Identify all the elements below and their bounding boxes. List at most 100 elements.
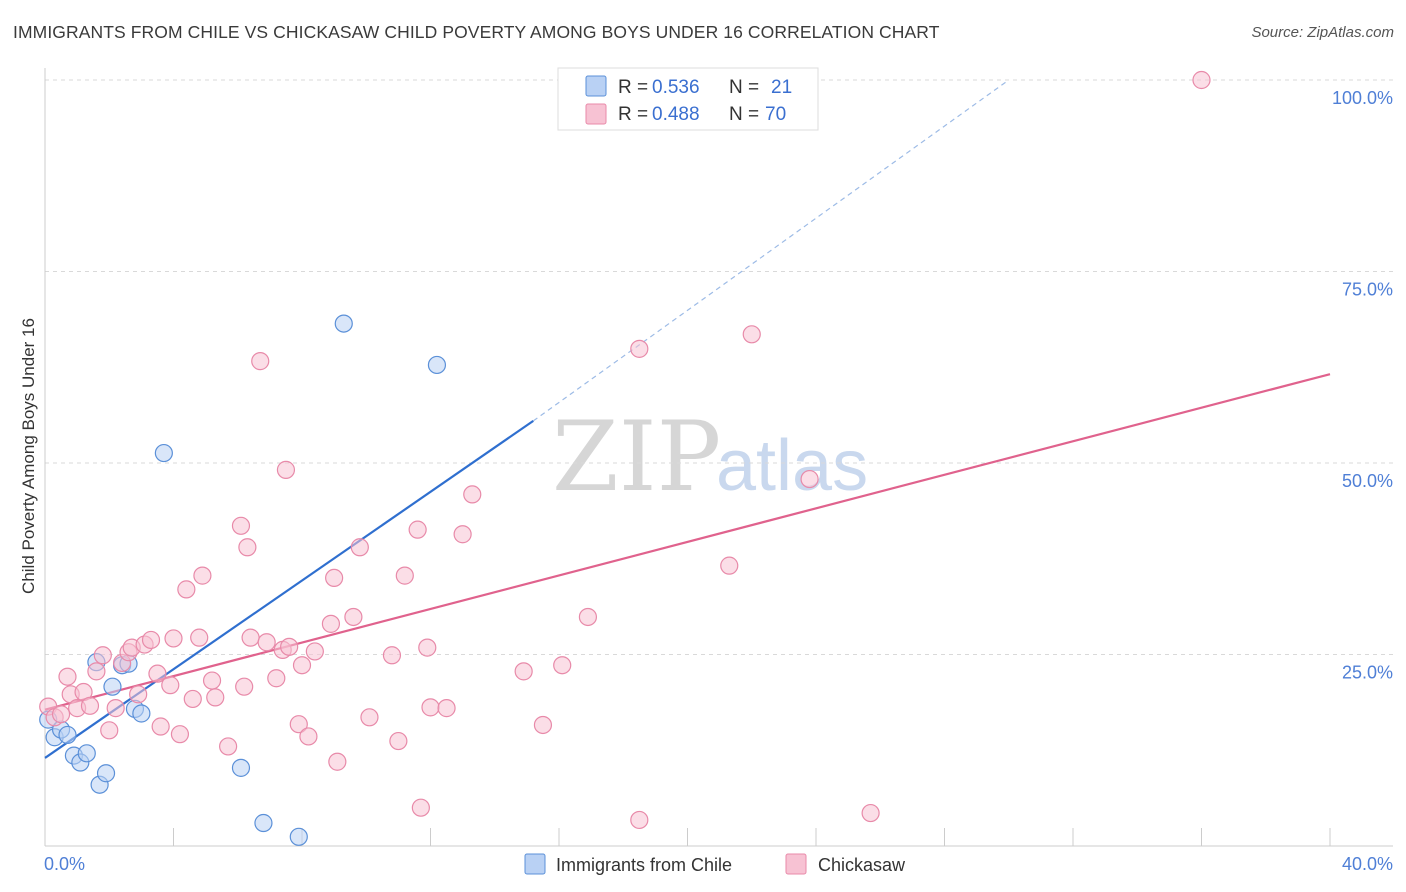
point-chickasaw — [533, 715, 553, 735]
source-credit: Source: ZipAtlas.com — [1251, 24, 1394, 41]
point-chickasaw — [129, 685, 148, 704]
point-chickasaw — [630, 810, 649, 830]
point-chickasaw — [325, 568, 344, 588]
x-tick-label-max: 40.0% — [1342, 854, 1393, 874]
point-chickasaw — [106, 699, 125, 718]
bottom-legend-swatch-chickasaw — [785, 853, 807, 875]
point-chickasaw — [578, 607, 598, 627]
point-chickasaw — [360, 708, 379, 727]
point-chickasaw — [328, 752, 347, 771]
point-chickasaw — [382, 646, 402, 665]
data-points — [39, 70, 1211, 846]
legend-n-value-chile: 21 — [771, 77, 792, 98]
trend-line-chickasaw — [44, 373, 1331, 711]
point-chickasaw — [280, 637, 299, 656]
point-chickasaw — [418, 638, 437, 657]
point-chickasaw — [80, 696, 100, 715]
legend-n-label-chickasaw: N = — [729, 104, 759, 125]
legend-swatch-chile — [585, 75, 607, 97]
point-chickasaw — [344, 607, 363, 627]
point-chickasaw — [238, 538, 257, 557]
trend-line-chile — [44, 419, 534, 759]
point-chickasaw — [170, 725, 190, 744]
point-chickasaw — [463, 485, 482, 504]
trend-lines — [44, 79, 1331, 759]
point-chile — [132, 704, 151, 723]
point-chickasaw — [151, 717, 170, 736]
point-chickasaw — [193, 566, 212, 585]
bottom-legend-swatch-chile — [524, 853, 546, 875]
point-chickasaw — [235, 677, 254, 696]
x-tick-label-min: 0.0% — [44, 854, 85, 874]
grid-lines — [45, 79, 1393, 655]
point-chile — [289, 827, 308, 846]
chart-title: IMMIGRANTS FROM CHILE VS CHICKASAW CHILD… — [13, 22, 940, 42]
point-chile — [427, 355, 447, 375]
point-chickasaw — [164, 629, 183, 648]
point-chickasaw — [395, 566, 414, 585]
point-chickasaw — [190, 628, 209, 647]
y-tick-label: 50.0% — [1342, 471, 1393, 491]
point-chickasaw — [321, 614, 341, 633]
point-chickasaw — [861, 803, 880, 823]
bottom-legend-label-chile: Immigrants from Chile — [556, 855, 732, 875]
point-chickasaw — [800, 469, 819, 489]
point-chickasaw — [251, 352, 270, 371]
legend-bottom: Immigrants from Chile Chickasaw — [524, 853, 906, 875]
legend-r-label-chickasaw: R = — [618, 104, 648, 125]
point-chickasaw — [305, 642, 324, 661]
point-chickasaw — [241, 628, 260, 647]
point-chile — [77, 744, 96, 763]
point-chickasaw — [267, 669, 286, 688]
point-chile — [154, 443, 173, 463]
point-chickasaw — [553, 656, 572, 675]
point-chickasaw — [219, 737, 238, 756]
point-chickasaw — [100, 721, 119, 740]
point-chickasaw — [58, 667, 77, 686]
point-chickasaw — [257, 633, 276, 652]
point-chickasaw — [630, 339, 649, 358]
point-chickasaw — [389, 731, 408, 751]
point-chile — [231, 758, 251, 777]
point-chickasaw — [276, 460, 296, 479]
point-chickasaw — [87, 662, 106, 681]
watermark-atlas: atlas — [716, 426, 868, 506]
point-chickasaw — [720, 556, 739, 575]
legend-top: R = 0.536 N = 21 R = 0.488 N = 70 — [557, 67, 819, 131]
y-tick-label: 100.0% — [1332, 88, 1393, 108]
point-chickasaw — [206, 688, 225, 707]
point-chickasaw — [514, 662, 533, 681]
point-chickasaw — [289, 715, 308, 734]
point-chickasaw — [202, 671, 222, 690]
y-tick-label: 25.0% — [1342, 663, 1393, 683]
y-axis-label: Child Poverty Among Boys Under 16 — [19, 318, 38, 594]
point-chickasaw — [93, 646, 112, 665]
legend-r-value-chickasaw: 0.488 — [652, 104, 700, 125]
watermark-zip: ZIP — [552, 401, 721, 513]
point-chickasaw — [51, 705, 71, 724]
point-chickasaw — [742, 325, 761, 344]
point-chickasaw — [453, 525, 472, 544]
point-chickasaw — [437, 699, 456, 718]
point-chile — [58, 725, 77, 745]
point-chile — [103, 677, 122, 696]
trend-extension-chile — [532, 79, 1010, 422]
tick-labels: 25.0% 50.0% 75.0% 100.0% 0.0% 40.0% — [44, 88, 1393, 874]
legend-n-value-chickasaw: 70 — [765, 104, 786, 125]
point-chile — [254, 813, 273, 833]
point-chickasaw — [231, 516, 251, 535]
point-chickasaw — [408, 520, 427, 539]
point-chickasaw — [421, 698, 440, 717]
point-chickasaw — [292, 656, 312, 675]
bottom-legend-label-chickasaw: Chickasaw — [818, 855, 906, 875]
point-chickasaw — [177, 580, 196, 599]
point-chickasaw — [141, 630, 161, 650]
point-chickasaw — [183, 689, 202, 709]
legend-swatch-chickasaw — [585, 103, 607, 125]
point-chickasaw — [299, 727, 318, 746]
y-tick-label: 75.0% — [1342, 280, 1393, 300]
legend-n-label-chile: N = — [729, 77, 759, 98]
point-chickasaw — [1192, 70, 1211, 90]
point-chickasaw — [161, 676, 180, 695]
